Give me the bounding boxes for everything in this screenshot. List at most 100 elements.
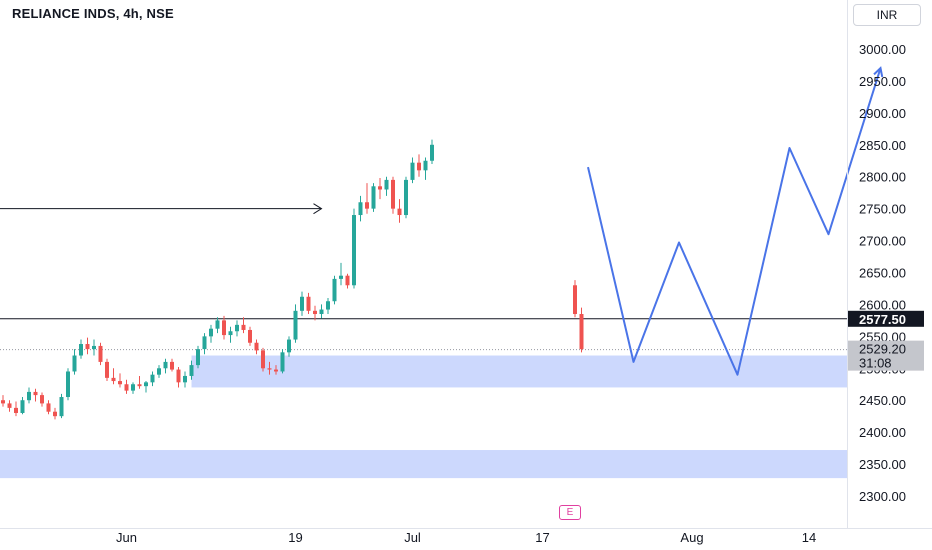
candle-body — [40, 395, 44, 404]
candle-body — [183, 375, 187, 383]
candle-body — [228, 331, 233, 336]
candle-body — [209, 328, 213, 337]
candle-body — [124, 384, 129, 391]
candle-body — [189, 365, 194, 376]
y-tick-label: 2450.00 — [859, 393, 906, 408]
candle-body — [417, 162, 421, 171]
level-price-tag — [848, 310, 924, 327]
candle-body — [118, 381, 122, 385]
candle-body — [579, 314, 584, 350]
y-tick-label: 2650.00 — [859, 266, 906, 281]
candle-body — [287, 339, 291, 353]
candle-body — [150, 374, 155, 383]
y-tick-label: 2800.00 — [859, 170, 906, 185]
candle-body — [352, 215, 356, 286]
candle-body — [79, 344, 83, 356]
candle-body — [274, 369, 278, 372]
countdown-label: 31:08 — [859, 356, 892, 371]
y-tick-label: 2600.00 — [859, 297, 906, 312]
candle-body — [144, 382, 148, 387]
x-tick-label: Aug — [680, 530, 703, 545]
y-tick-label: 2300.00 — [859, 489, 906, 504]
y-tick-label: 2550.00 — [859, 329, 906, 344]
candle-body — [131, 384, 135, 391]
candle-body — [235, 324, 239, 332]
candle-body — [33, 391, 38, 396]
candle-body — [306, 296, 311, 311]
candle-body — [267, 368, 272, 370]
candle-body — [573, 285, 577, 315]
candle-body — [254, 342, 259, 351]
candle-body — [46, 403, 51, 412]
y-tick-label: 2950.00 — [859, 74, 906, 89]
candle-body — [423, 160, 428, 171]
currency-button[interactable]: INR — [853, 4, 921, 26]
candle-body — [14, 407, 18, 413]
y-tick-label: 3000.00 — [859, 42, 906, 57]
candle-body — [313, 310, 317, 315]
candle-body — [300, 296, 304, 311]
candle-body — [280, 352, 285, 372]
candle-body — [196, 349, 200, 366]
candle-body — [59, 397, 64, 417]
candle-body — [358, 202, 363, 216]
candle-body — [248, 329, 252, 343]
projection-path — [587, 67, 882, 376]
candle-body — [85, 344, 90, 350]
candle-body — [241, 324, 246, 330]
x-tick-label: 14 — [802, 530, 816, 545]
x-tick-label: 19 — [288, 530, 302, 545]
candle-body — [137, 384, 142, 387]
candle-body — [170, 361, 174, 370]
candle-body — [72, 355, 77, 372]
zone-rect-1 — [0, 450, 847, 479]
y-tick-label: 2850.00 — [859, 138, 906, 153]
y-tick-label: 2750.00 — [859, 202, 906, 217]
level-price-label: 2577.50 — [859, 312, 906, 327]
x-tick-label: Jun — [116, 530, 137, 545]
candle-body — [66, 371, 70, 398]
candle-body — [7, 403, 12, 408]
candle-body — [157, 368, 161, 375]
candle-body — [371, 186, 376, 209]
x-tick-label: 17 — [535, 530, 549, 545]
candle-body — [261, 350, 265, 369]
candle-body — [339, 275, 343, 279]
projection-arrow-icon — [873, 66, 884, 78]
candle-body — [410, 162, 415, 180]
candle-body — [53, 411, 57, 417]
earnings-event-badge[interactable]: E — [559, 505, 581, 520]
candle-body — [1, 400, 5, 404]
candle-body — [397, 208, 402, 216]
candle-body — [378, 186, 382, 190]
zone-rect-0 — [191, 355, 847, 388]
candle-body — [215, 320, 220, 329]
y-tick-label: 2350.00 — [859, 457, 906, 472]
candle-body — [365, 202, 369, 209]
candle-body — [345, 275, 350, 286]
candle-body — [384, 179, 389, 190]
y-tick-label: 2700.00 — [859, 234, 906, 249]
candle-body — [293, 310, 298, 340]
chart-title: RELIANCE INDS, 4h, NSE — [12, 6, 174, 21]
candle-body — [430, 144, 434, 161]
candle-body — [92, 345, 96, 350]
y-tick-label: 2400.00 — [859, 425, 906, 440]
candle-body — [105, 361, 109, 378]
candle-body — [98, 345, 103, 362]
arrow-head-icon — [313, 203, 323, 215]
candle-body — [404, 179, 408, 216]
candle-body — [176, 369, 181, 383]
candle-body — [326, 301, 330, 310]
candle-body — [27, 391, 31, 401]
last-price-label: 2529.20 — [859, 342, 906, 357]
candle-body — [163, 361, 168, 369]
candle-body — [20, 400, 25, 413]
candle-body — [319, 309, 324, 315]
last-price-tag — [848, 340, 924, 371]
candle-body — [111, 377, 116, 382]
candle-body — [202, 336, 207, 350]
x-tick-label: Jul — [404, 530, 421, 545]
candle-body — [391, 179, 395, 209]
